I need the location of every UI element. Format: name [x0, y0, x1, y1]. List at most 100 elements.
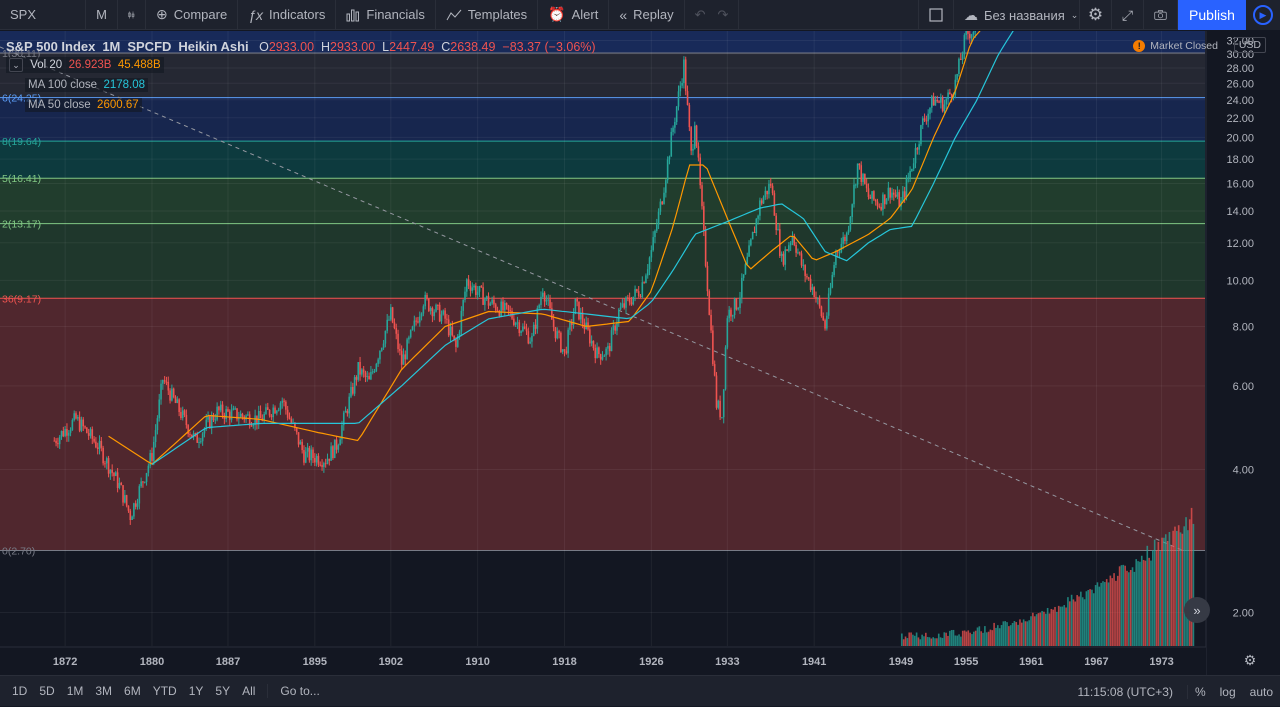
- price-candle-body: [885, 198, 888, 205]
- trend-line[interactable]: [0, 46, 1184, 552]
- price-candle-body: [686, 91, 689, 105]
- axis-settings-icon[interactable]: ⚙: [1244, 652, 1257, 668]
- range-button-all[interactable]: All: [242, 684, 256, 698]
- price-candle-body: [795, 244, 797, 253]
- collapse-legend-button[interactable]: ⌄: [9, 58, 23, 72]
- replay-play-button[interactable]: ▶: [1246, 0, 1280, 30]
- gear-icon: ⚙: [1087, 5, 1104, 24]
- range-button-1y[interactable]: 1Y: [188, 684, 204, 698]
- price-tick-label: 2.00: [1233, 607, 1254, 619]
- price-candle-body: [58, 436, 61, 445]
- financials-button[interactable]: Financials: [336, 0, 436, 30]
- price-candle-body: [824, 320, 826, 329]
- symbol-title[interactable]: S&P 500 Index: [6, 39, 96, 54]
- range-button-1d[interactable]: 1D: [12, 684, 28, 698]
- interval-button[interactable]: M: [86, 0, 118, 30]
- fullscreen-toggle-button[interactable]: [918, 0, 954, 30]
- fullscreen-button[interactable]: ⤢: [1112, 0, 1144, 30]
- price-candle-body: [476, 291, 479, 295]
- price-candle-body: [675, 106, 678, 123]
- range-button-5y[interactable]: 5Y: [215, 684, 231, 698]
- log-toggle[interactable]: log: [1219, 684, 1236, 699]
- currency-button[interactable]: USD: [1233, 37, 1266, 53]
- alert-button[interactable]: ⏰ Alert: [538, 0, 610, 30]
- volume-bar: [997, 625, 999, 646]
- chart-type-button[interactable]: [118, 0, 146, 30]
- price-candle-body: [636, 289, 638, 292]
- price-candle-body: [420, 313, 423, 317]
- templates-button[interactable]: Templates: [436, 0, 539, 30]
- volume-bar: [1046, 607, 1049, 646]
- undo-icon[interactable]: ↶: [694, 6, 706, 22]
- percent-toggle[interactable]: %: [1194, 684, 1206, 699]
- indicators-button[interactable]: ƒx Indicators: [238, 0, 337, 30]
- range-button-1m[interactable]: 1M: [66, 684, 84, 698]
- legend-interval: 1M: [102, 39, 121, 54]
- time-axis[interactable]: [0, 647, 1206, 675]
- price-candle-body: [967, 28, 969, 34]
- chart-area[interactable]: 2.00 4.00 6.00 8.00 10.00 12.00 14.00 16.00 18.0…: [0, 22, 1280, 675]
- publish-button[interactable]: Publish: [1178, 0, 1246, 30]
- price-candle-body: [75, 413, 77, 419]
- ma50-line[interactable]: [108, 27, 983, 465]
- price-candle-body: [703, 206, 705, 230]
- price-candle-body: [232, 408, 235, 410]
- interval-label: M: [96, 7, 107, 22]
- vol-label: Vol 20: [30, 59, 63, 71]
- range-button-6m[interactable]: 6M: [124, 684, 141, 698]
- price-candle-body: [328, 458, 331, 461]
- price-candle-body: [484, 299, 486, 305]
- price-candle-body: [947, 92, 949, 100]
- ma100-line[interactable]: [151, 27, 1016, 465]
- price-candle-body: [86, 427, 88, 434]
- price-candle-body: [304, 451, 307, 463]
- ma100-indicator-legend[interactable]: MA 100 close 2178.08: [25, 78, 149, 92]
- price-tick-label: 28.00: [1226, 63, 1254, 75]
- price-candle-body: [306, 447, 309, 452]
- price-candle-body: [236, 408, 238, 420]
- settings-button[interactable]: ⚙: [1080, 0, 1112, 30]
- price-axis[interactable]: [1206, 31, 1280, 675]
- price-candle-body: [196, 434, 199, 443]
- range-button-3m[interactable]: 3M: [95, 684, 113, 698]
- price-candle-body: [654, 230, 656, 238]
- redo-icon[interactable]: ↷: [717, 6, 729, 22]
- auto-toggle[interactable]: auto: [1249, 684, 1273, 699]
- price-candle-body: [228, 411, 231, 420]
- price-candle-body: [176, 399, 179, 403]
- chart-canvas[interactable]: 2.00 4.00 6.00 8.00 10.00 12.00 14.00 16.00 18.0…: [0, 22, 1280, 675]
- volume-bar: [1148, 557, 1150, 646]
- price-candle-body: [730, 309, 732, 317]
- snapshot-button[interactable]: [1144, 0, 1178, 30]
- volume-bar: [1124, 565, 1126, 646]
- replay-button[interactable]: « Replay: [609, 0, 685, 30]
- scroll-to-realtime-button[interactable]: »: [1184, 597, 1210, 623]
- goto-button[interactable]: Go to...: [267, 684, 320, 698]
- price-candle-body: [916, 148, 919, 150]
- market-status[interactable]: ! Market Closed: [1133, 40, 1218, 52]
- open-label: O: [259, 40, 269, 54]
- volume-bar: [1118, 566, 1121, 646]
- volume-indicator-legend[interactable]: ⌄ Vol 20 26.923B 45.488B: [6, 57, 164, 73]
- symbol-search-button[interactable]: SPX: [0, 0, 86, 30]
- volume-bar: [1159, 551, 1162, 646]
- volume-bar: [1137, 561, 1139, 646]
- price-candle-body: [498, 311, 501, 317]
- price-candle-body: [974, 24, 977, 33]
- price-candle-body: [574, 298, 577, 314]
- compare-button[interactable]: ⊕ Compare: [146, 0, 239, 30]
- range-button-ytd[interactable]: YTD: [152, 684, 177, 698]
- price-candle-body: [198, 442, 200, 444]
- price-candle-body: [395, 328, 398, 334]
- layout-name-button[interactable]: ☁ Без названия ⌄: [954, 0, 1080, 30]
- volume-bar: [958, 634, 960, 646]
- time-tick-label: 1902: [379, 656, 403, 668]
- fib-zone: [0, 298, 1205, 551]
- range-button-5d[interactable]: 5D: [39, 684, 55, 698]
- ma50-indicator-legend[interactable]: MA 50 close 2600.67: [25, 98, 142, 112]
- price-candle-body: [663, 192, 665, 204]
- price-candle-body: [288, 417, 291, 419]
- price-candle-body: [748, 245, 750, 257]
- clock-timezone[interactable]: 11:15:08 (UTC+3): [1070, 684, 1188, 699]
- volume-bar: [1135, 559, 1138, 646]
